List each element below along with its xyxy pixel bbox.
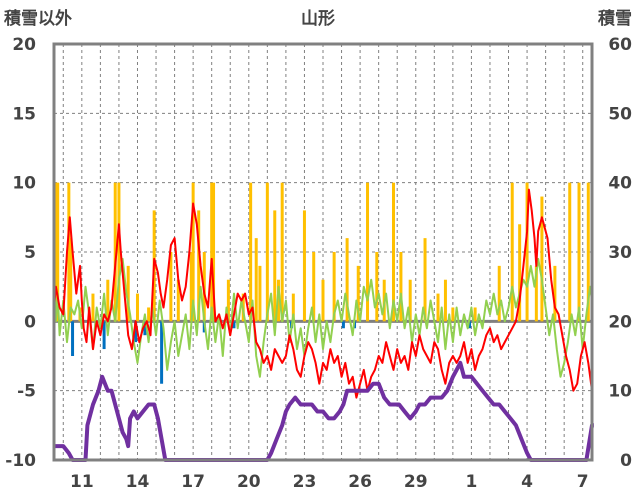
orange-bar (117, 182, 121, 322)
orange-bar (197, 210, 201, 322)
orange-bar (258, 265, 262, 322)
orange-bar (436, 293, 440, 322)
blue-bar (160, 321, 164, 384)
orange-bar (540, 196, 544, 322)
left-tick-label: 0 (24, 312, 36, 332)
x-tick-label: 4 (521, 472, 533, 492)
blue-bar (232, 321, 236, 329)
orange-bar (568, 182, 572, 322)
x-tick-label: 29 (404, 472, 428, 492)
orange-bar (391, 182, 395, 322)
blue-bar (102, 321, 106, 350)
x-tick-label: 26 (348, 472, 372, 492)
orange-bar (345, 238, 349, 322)
left-tick-label: 15 (12, 104, 36, 124)
right-tick-label: 30 (608, 243, 632, 263)
x-tick-label: 20 (237, 472, 261, 492)
orange-bar (210, 182, 214, 322)
orange-bar (91, 293, 95, 322)
orange-bar (176, 279, 180, 322)
orange-bar (169, 252, 173, 322)
orange-bar (586, 182, 590, 322)
orange-bar (451, 307, 455, 322)
blue-bar (71, 321, 75, 356)
orange-bar (254, 238, 258, 322)
orange-bar (356, 265, 360, 322)
left-tick-label: -5 (17, 382, 36, 402)
orange-bar (226, 279, 230, 322)
orange-bar (577, 182, 581, 322)
x-tick-label: 11 (70, 472, 94, 492)
orange-bar (191, 182, 195, 322)
orange-bar (332, 252, 336, 322)
orange-bar (312, 252, 316, 322)
orange-bar (443, 279, 447, 322)
orange-bar (265, 182, 269, 322)
orange-bar (302, 210, 306, 322)
left-tick-label: -10 (5, 451, 36, 471)
orange-bar (534, 265, 538, 322)
x-tick-label: 7 (577, 472, 589, 492)
right-tick-label: 0 (620, 451, 632, 471)
red-series-line (53, 188, 593, 399)
orange-bar (113, 182, 117, 322)
orange-bar (510, 182, 514, 322)
left-axis-title: 積雪以外 (4, 8, 72, 29)
orange-bar (366, 182, 370, 322)
orange-bar (273, 210, 277, 322)
right-tick-label: 50 (608, 104, 632, 124)
orange-bar (67, 182, 71, 322)
orange-bar (518, 224, 522, 322)
bar-layer (54, 182, 590, 384)
orange-bar (399, 252, 403, 322)
orange-bar (276, 279, 280, 322)
orange-bar (147, 307, 151, 322)
blue-bar (134, 321, 138, 343)
blue-bar (341, 321, 345, 329)
blue-bar (468, 321, 472, 329)
orange-bar (473, 307, 477, 322)
plot-frame (52, 42, 594, 462)
blue-bar (143, 321, 147, 336)
right-tick-label: 10 (608, 382, 632, 402)
x-tick-label: 14 (126, 472, 150, 492)
orange-bar (553, 265, 557, 322)
orange-bar (212, 182, 216, 322)
orange-bar (69, 238, 73, 322)
orange-bar (189, 252, 193, 322)
x-tick-label: 23 (293, 472, 317, 492)
orange-bar (375, 252, 379, 322)
x-tick-label: 1 (465, 472, 477, 492)
right-tick-label: 20 (608, 312, 632, 332)
right-tick-label: 60 (608, 35, 632, 55)
orange-bar (249, 182, 253, 322)
right-tick-label: 40 (608, 174, 632, 194)
x-tick-label: 17 (181, 472, 205, 492)
orange-bar (408, 279, 412, 322)
orange-bar (291, 293, 295, 322)
orange-bar (135, 293, 139, 322)
orange-bar (54, 182, 58, 322)
left-tick-label: 5 (24, 243, 36, 263)
left-tick-label: 20 (12, 35, 36, 55)
line-layer (53, 188, 594, 462)
right-axis-title: 積雪 (598, 8, 632, 29)
orange-bar (525, 182, 529, 322)
chart-title: 山形 (301, 8, 335, 29)
orange-bar (423, 238, 427, 322)
orange-bar (106, 279, 110, 322)
green-series-line (53, 257, 593, 378)
left-tick-label: 10 (12, 174, 36, 194)
orange-bar (126, 265, 130, 322)
orange-bar (321, 279, 325, 322)
orange-bar (497, 265, 501, 322)
snow-depth-line (54, 360, 594, 462)
orange-bar (280, 182, 284, 322)
orange-bar (56, 182, 60, 322)
